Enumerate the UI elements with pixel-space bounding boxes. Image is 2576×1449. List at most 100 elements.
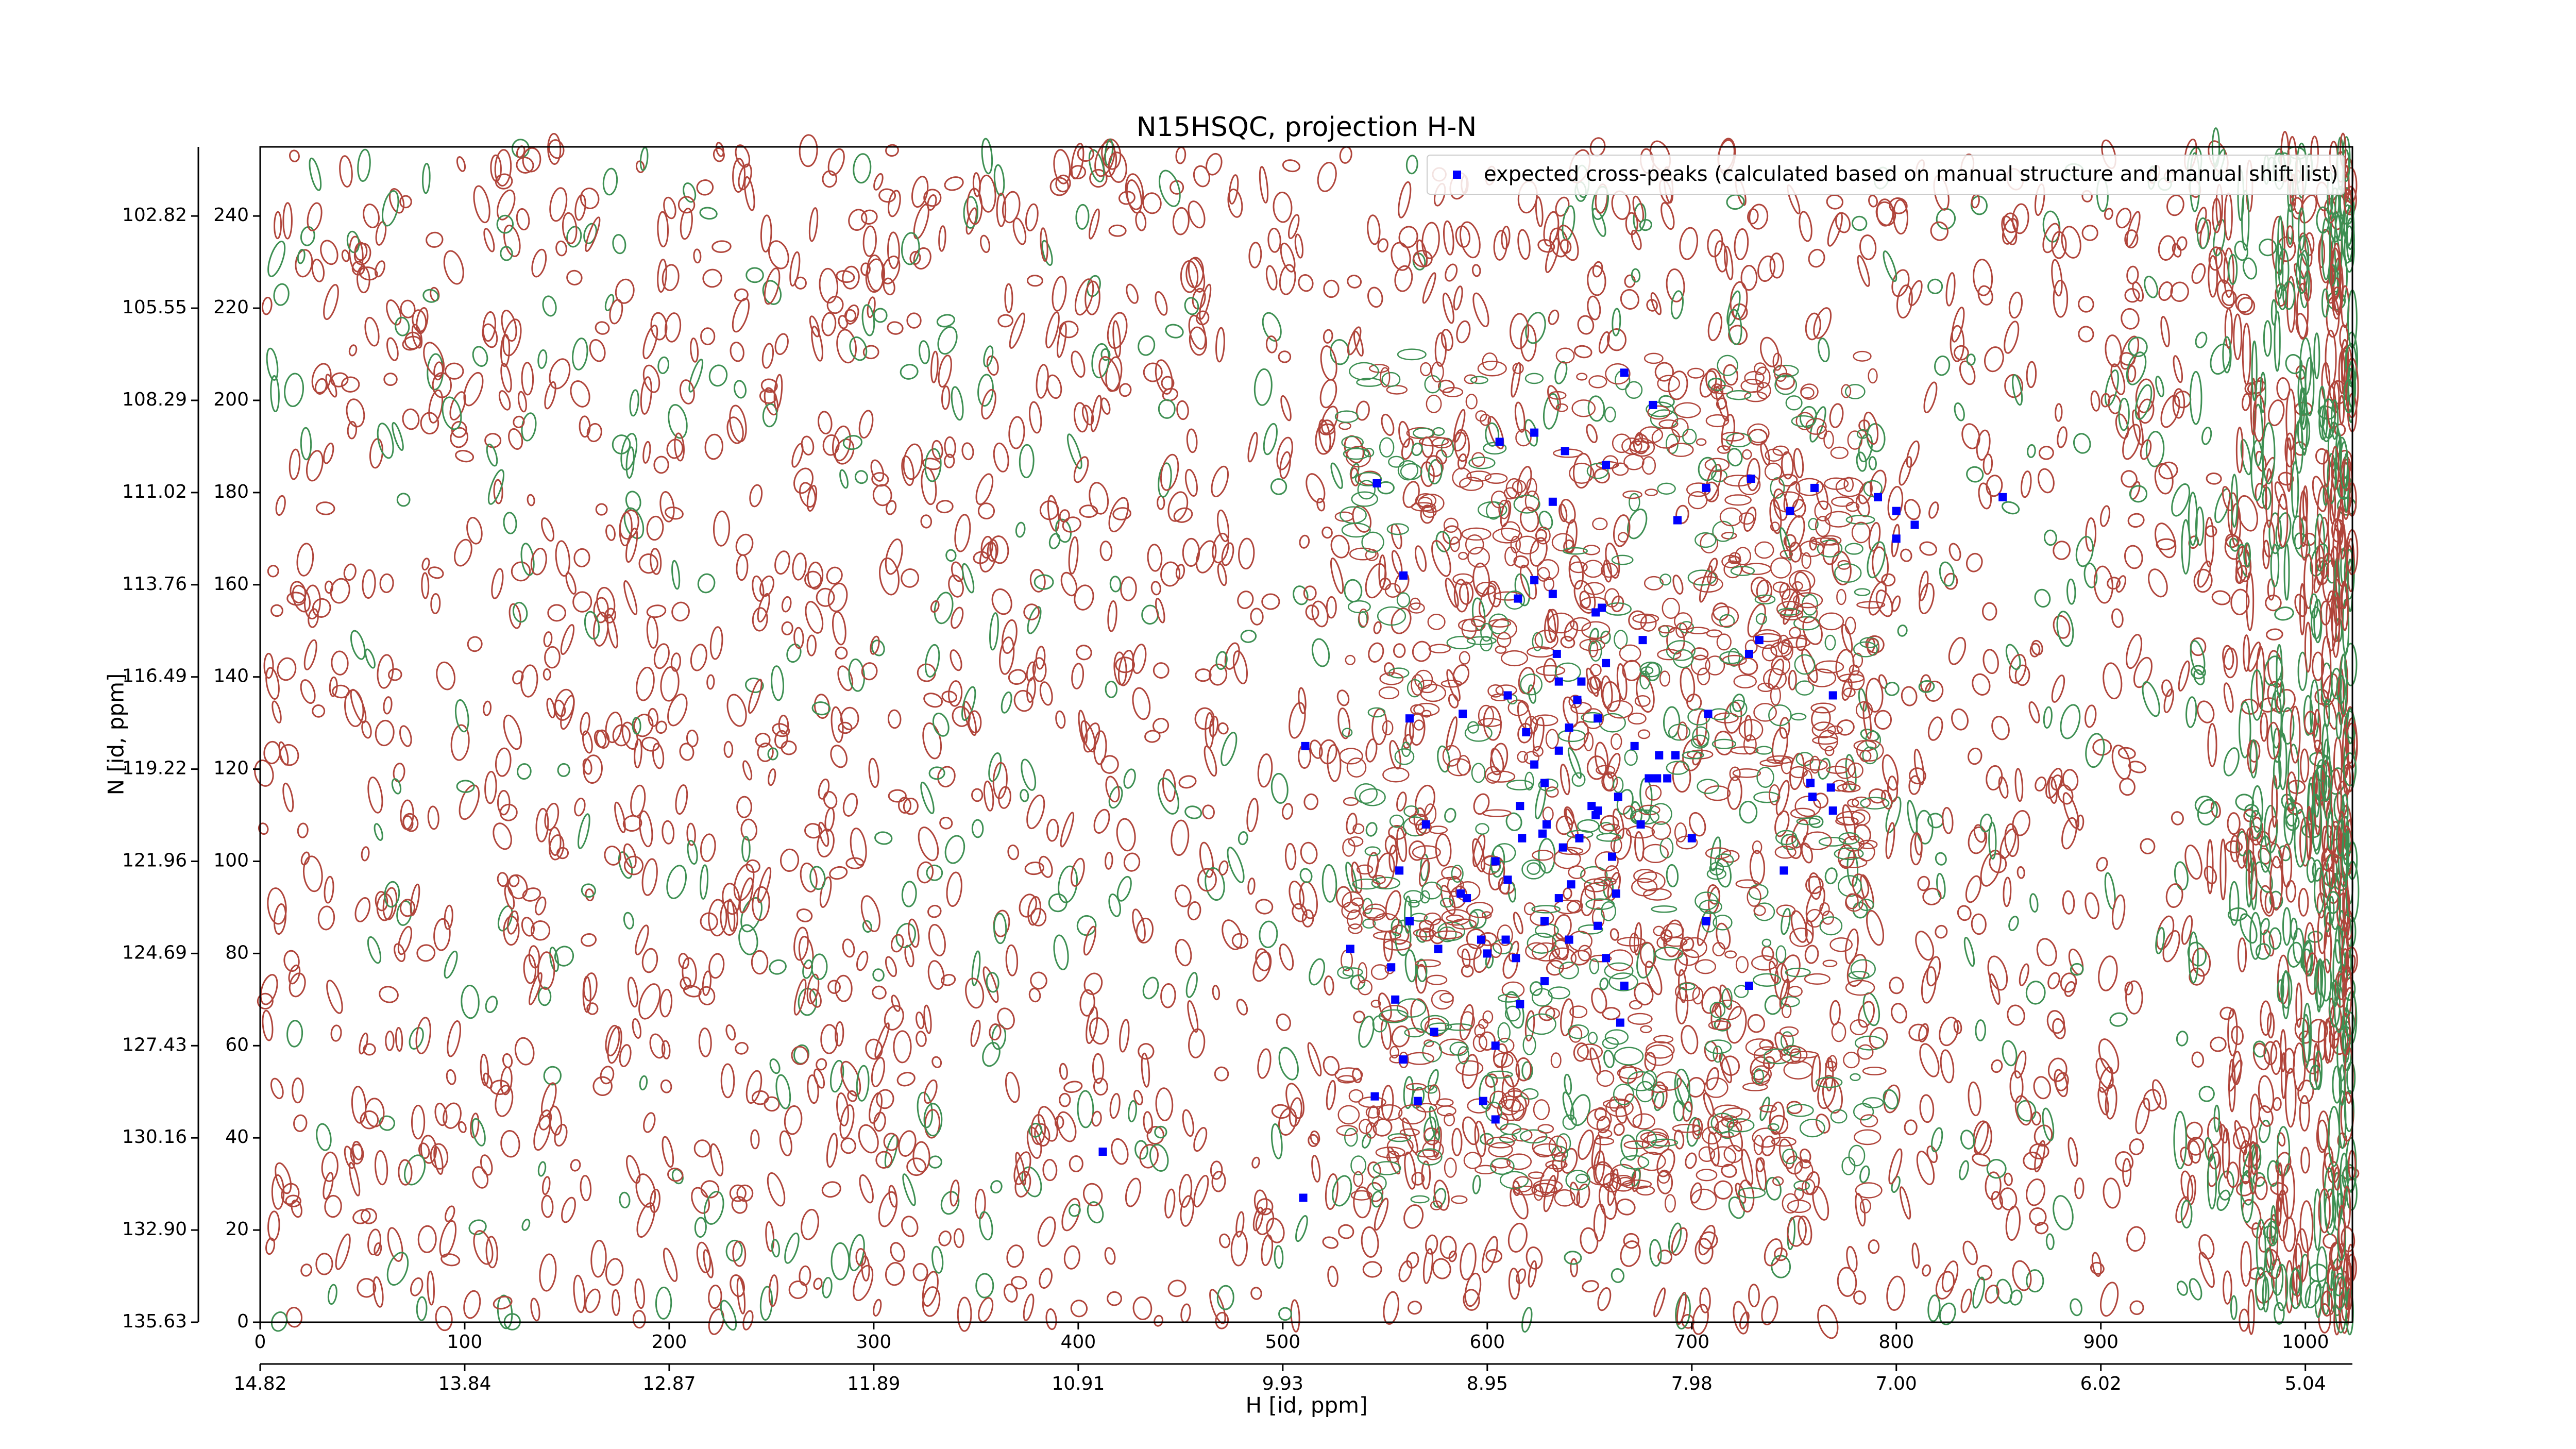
contour	[1677, 949, 1700, 966]
contour	[2274, 310, 2281, 372]
contour	[2256, 1218, 2266, 1278]
cross-peak	[1998, 493, 2007, 501]
contour	[1303, 585, 1317, 601]
contour	[2321, 722, 2329, 766]
contour	[1678, 969, 1687, 1003]
contour	[1109, 576, 1122, 593]
contour	[1980, 849, 2002, 887]
contour	[873, 173, 884, 191]
contour	[1835, 212, 1851, 233]
contour	[2321, 398, 2336, 439]
contour	[1141, 1052, 1150, 1088]
contour	[2029, 643, 2041, 658]
contour	[1134, 1140, 1148, 1160]
contour	[703, 1249, 714, 1278]
contour	[1774, 1247, 1788, 1261]
contour	[1195, 540, 1217, 574]
contour	[1793, 448, 1804, 479]
contour	[1922, 887, 1942, 905]
contour	[1353, 1171, 1364, 1187]
contour	[1765, 1176, 1782, 1201]
contour	[635, 924, 649, 956]
y-tick-label: 160	[213, 574, 249, 595]
contour	[1863, 411, 1879, 445]
contour	[1497, 1099, 1524, 1121]
contour	[1502, 952, 1518, 979]
contour	[1105, 776, 1120, 803]
contour	[1451, 1195, 1468, 1204]
contour	[1726, 1006, 1747, 1044]
x2-tick-label: 12.87	[642, 1373, 696, 1394]
contour	[1957, 905, 1972, 921]
contour	[1868, 194, 1878, 208]
contour	[2296, 282, 2309, 340]
contour	[1899, 456, 1912, 486]
contour	[1795, 602, 1818, 624]
contour	[1075, 204, 1090, 230]
contour	[1717, 355, 1738, 376]
contour	[604, 608, 616, 624]
contour	[463, 372, 484, 407]
contour	[1428, 825, 1448, 834]
contour	[977, 502, 995, 519]
contour	[1591, 208, 1606, 237]
contour	[971, 950, 981, 986]
contour	[1247, 878, 1256, 895]
contour	[2280, 1052, 2287, 1099]
contour	[1790, 713, 1807, 721]
contour	[1549, 947, 1577, 970]
contour	[1227, 847, 1245, 883]
contour	[634, 738, 642, 769]
contour	[1723, 560, 1742, 579]
cross-peak	[1540, 917, 1549, 925]
contour	[1744, 370, 1765, 385]
contour	[1794, 654, 1816, 675]
contour	[1082, 1183, 1103, 1206]
contour	[1197, 868, 1217, 892]
contour	[1646, 299, 1658, 312]
contour	[440, 1253, 461, 1267]
contour	[917, 861, 934, 884]
contour	[1452, 664, 1470, 685]
cross-peak	[1892, 507, 1901, 515]
contour	[939, 816, 953, 830]
contour	[1781, 451, 1794, 480]
contour	[1681, 1024, 1699, 1055]
contour	[1356, 378, 1383, 387]
contour	[816, 587, 835, 607]
cross-peak	[1607, 852, 1616, 861]
contour	[1558, 847, 1584, 855]
contour	[2014, 768, 2024, 802]
contour	[379, 573, 394, 593]
contour	[1727, 648, 1740, 667]
contour	[789, 251, 801, 287]
contour	[713, 147, 725, 162]
contour	[410, 883, 420, 916]
contour	[1373, 621, 1382, 634]
contour	[565, 572, 577, 595]
contour	[1466, 902, 1494, 918]
contour	[1940, 1049, 1955, 1084]
contour	[297, 822, 309, 838]
contour	[1847, 798, 1859, 807]
contour	[1636, 1129, 1657, 1149]
contour	[445, 1205, 455, 1222]
contour	[2126, 351, 2147, 385]
contour	[1409, 712, 1426, 746]
contour	[2085, 733, 2105, 768]
contour	[826, 566, 843, 585]
contour	[1660, 202, 1675, 230]
contour	[2043, 706, 2053, 729]
contour	[1332, 1175, 1352, 1207]
contour	[277, 657, 297, 681]
contour	[755, 732, 771, 748]
contour	[430, 593, 441, 614]
contour	[1442, 525, 1462, 545]
contour	[2100, 393, 2111, 408]
contour	[409, 1026, 424, 1050]
contour	[1951, 708, 1969, 731]
contour	[1123, 852, 1141, 872]
cross-peak	[1614, 793, 1622, 801]
contour	[2338, 350, 2346, 394]
contour	[1513, 555, 1530, 568]
